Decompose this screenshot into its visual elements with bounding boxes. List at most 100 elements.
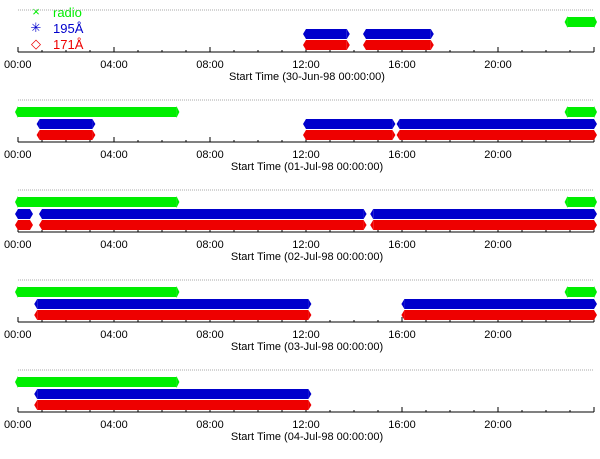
bar-w195 <box>366 29 431 39</box>
bar-cap-radio <box>176 376 180 388</box>
x-tick-label: 08:00 <box>196 59 224 71</box>
bar-radio <box>567 17 594 27</box>
bar-w171 <box>306 130 393 140</box>
x-tick-label: 00:00 <box>4 329 32 341</box>
x-tick-label: 16:00 <box>388 329 416 341</box>
bar-cap-w195 <box>34 389 38 399</box>
bar-w171 <box>306 40 347 50</box>
bar-cap-w171 <box>34 310 38 320</box>
legend-symbol-radio: × <box>32 4 40 19</box>
bar-cap-radio <box>176 106 180 118</box>
bar-w195 <box>37 389 309 399</box>
bar-cap-w171 <box>363 40 366 50</box>
bar-radio <box>18 287 177 297</box>
bar-cap-w171 <box>308 310 312 320</box>
bar-w171 <box>37 400 309 410</box>
bar-cap-w195 <box>15 209 18 219</box>
bar-w171 <box>399 130 594 140</box>
bar-cap-w195 <box>396 119 400 129</box>
x-tick-label: 08:00 <box>196 329 224 341</box>
bar-cap-w195 <box>594 119 597 129</box>
bar-cap-w195 <box>308 389 312 399</box>
x-tick-label: 16:00 <box>388 149 416 161</box>
bar-w171 <box>373 220 594 230</box>
bar-w195 <box>399 119 594 129</box>
x-tick-label: 08:00 <box>196 419 224 431</box>
bar-cap-w171 <box>594 310 597 320</box>
bar-cap-radio <box>564 106 568 118</box>
bar-w195 <box>42 209 364 219</box>
x-tick-label: 20:00 <box>484 149 512 161</box>
bar-cap-radio <box>564 196 568 208</box>
bar-cap-w171 <box>308 400 312 410</box>
bar-cap-w171 <box>346 40 350 50</box>
x-axis-label: Start Time (02-Jul-98 00:00:00) <box>231 251 383 263</box>
x-tick-label: 20:00 <box>484 419 512 431</box>
x-tick-label: 12:00 <box>292 59 320 71</box>
bar-w171 <box>18 220 30 230</box>
bar-cap-radio <box>564 16 568 28</box>
x-tick-label: 12:00 <box>292 419 320 431</box>
bar-cap-radio <box>564 286 568 298</box>
bar-w171 <box>366 40 431 50</box>
x-axis-label: Start Time (03-Jul-98 00:00:00) <box>231 341 383 353</box>
legend-label-radio: radio <box>53 5 82 20</box>
bar-w195 <box>306 29 347 39</box>
bar-w171 <box>404 310 594 320</box>
bar-cap-w195 <box>36 119 40 129</box>
x-tick-label: 04:00 <box>100 419 128 431</box>
bar-cap-w195 <box>370 209 374 219</box>
bar-cap-w171 <box>36 130 40 140</box>
x-tick-label: 04:00 <box>100 329 128 341</box>
x-tick-label: 16:00 <box>388 419 416 431</box>
legend-symbol-w195: ✳ <box>31 20 42 35</box>
bar-cap-radio <box>176 196 180 208</box>
bar-cap-radio <box>15 106 18 118</box>
bar-cap-radio <box>15 196 18 208</box>
bar-cap-radio <box>594 106 597 118</box>
x-axis-label: Start Time (30-Jun-98 00:00:00) <box>229 71 385 83</box>
x-tick-label: 00:00 <box>4 59 32 71</box>
bar-cap-w195 <box>392 119 396 129</box>
bar-cap-w171 <box>430 40 434 50</box>
x-tick-label: 12:00 <box>292 239 320 251</box>
bar-cap-w195 <box>363 209 367 219</box>
bar-w171 <box>37 310 309 320</box>
bar-cap-w171 <box>401 310 405 320</box>
x-tick-label: 12:00 <box>292 329 320 341</box>
bar-radio <box>18 197 177 207</box>
bar-cap-radio <box>15 286 18 298</box>
bar-cap-w195 <box>30 209 33 219</box>
bar-cap-w195 <box>594 209 597 219</box>
bar-w195 <box>18 209 30 219</box>
bar-cap-radio <box>15 376 18 388</box>
x-axis-label: Start Time (01-Jul-98 00:00:00) <box>231 161 383 173</box>
x-tick-label: 04:00 <box>100 149 128 161</box>
x-tick-label: 00:00 <box>4 239 32 251</box>
bar-cap-w171 <box>370 220 374 230</box>
bar-cap-w195 <box>39 209 42 219</box>
bar-cap-w195 <box>303 119 306 129</box>
x-tick-label: 00:00 <box>4 419 32 431</box>
bar-radio <box>567 107 594 117</box>
bar-cap-w171 <box>594 130 597 140</box>
bar-cap-w171 <box>363 220 367 230</box>
legend-symbol-w171: ◇ <box>31 36 41 51</box>
bar-cap-w195 <box>346 29 350 39</box>
bar-radio <box>567 197 594 207</box>
x-tick-label: 04:00 <box>100 239 128 251</box>
bar-w195 <box>306 119 393 129</box>
bar-radio <box>567 287 594 297</box>
bar-cap-w195 <box>594 299 597 309</box>
bar-cap-w195 <box>92 119 96 129</box>
x-tick-label: 16:00 <box>388 59 416 71</box>
bar-cap-radio <box>594 16 597 28</box>
bar-cap-radio <box>176 286 180 298</box>
bar-cap-w171 <box>30 220 33 230</box>
bar-cap-w195 <box>34 299 38 309</box>
bar-cap-w171 <box>594 220 597 230</box>
bar-w195 <box>404 299 594 309</box>
bar-w171 <box>42 220 364 230</box>
x-tick-label: 08:00 <box>196 149 224 161</box>
